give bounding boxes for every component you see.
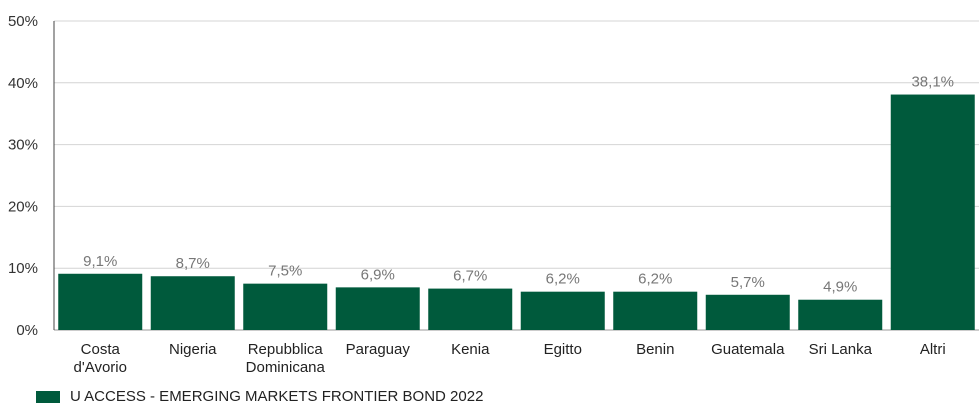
- category-label-5: Egitto: [544, 341, 582, 358]
- y-tick-label-50: 50%: [8, 13, 38, 30]
- data-label-3: 6,9%: [361, 266, 395, 283]
- bar-5: [520, 291, 605, 330]
- data-label-7: 5,7%: [731, 274, 765, 291]
- data-label-5: 6,2%: [546, 271, 580, 288]
- bar-9: [890, 94, 975, 331]
- data-label-9: 38,1%: [911, 74, 954, 91]
- data-label-2: 7,5%: [268, 263, 302, 280]
- category-label-2: Repubblica Dominicana: [246, 341, 326, 376]
- bar-4: [428, 288, 513, 330]
- data-label-6: 6,2%: [638, 271, 672, 288]
- bars: [58, 94, 975, 331]
- category-label-8: Sri Lanka: [809, 341, 873, 358]
- category-label-0: Costa d'Avorio: [74, 341, 127, 376]
- category-label-1: Nigeria: [169, 341, 217, 358]
- bar-7: [705, 294, 790, 330]
- bar-8: [798, 299, 883, 330]
- data-label-4: 6,7%: [453, 268, 487, 285]
- data-label-0: 9,1%: [83, 253, 117, 270]
- bar-3: [335, 287, 420, 330]
- legend-swatch: [36, 390, 60, 403]
- category-label-4: Kenia: [451, 341, 490, 358]
- category-label-3: Paraguay: [346, 341, 411, 358]
- data-label-1: 8,7%: [176, 255, 210, 272]
- y-tick-label-30: 30%: [8, 137, 38, 154]
- category-label-6: Benin: [636, 341, 674, 358]
- bar-6: [613, 291, 698, 330]
- bar-2: [243, 283, 328, 330]
- data-labels: 9,1% 8,7% 7,5% 6,9% 6,7% 6,2% 6,2% 5,7% 4,9% 38,1…: [83, 74, 954, 296]
- category-label-7: Guatemala: [711, 341, 785, 358]
- y-tick-label-0: 0%: [16, 322, 38, 339]
- y-tick-label-20: 20%: [8, 198, 38, 215]
- category-labels: Costa d'Avorio Nigeria Repubblica Dominicana…: [74, 341, 946, 376]
- category-label-9: Altri: [920, 341, 946, 358]
- y-axis-ticks: 0% 10% 20% 30% 40% 50%: [8, 13, 38, 339]
- legend: U ACCESS - EMERGING MARKETS FRONTIER BON…: [36, 388, 483, 405]
- y-tick-label-10: 10%: [8, 260, 38, 277]
- bar-0: [58, 273, 143, 330]
- data-label-8: 4,9%: [823, 279, 857, 296]
- y-tick-label-40: 40%: [8, 75, 38, 92]
- legend-label: U ACCESS - EMERGING MARKETS FRONTIER BON…: [70, 388, 484, 405]
- bar-1: [150, 276, 235, 330]
